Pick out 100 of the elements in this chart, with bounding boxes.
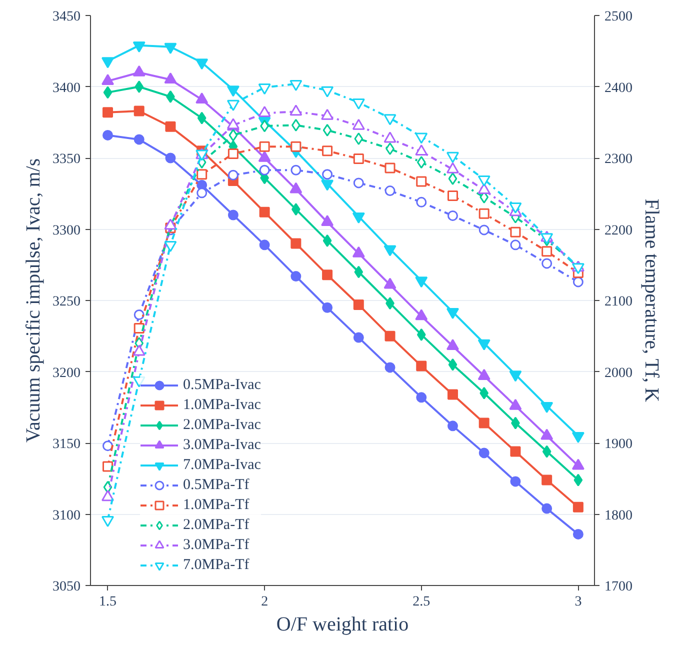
y-tick-label: 3250 xyxy=(52,294,80,310)
y2-tick-label: 1900 xyxy=(604,437,632,452)
point xyxy=(134,134,144,145)
y2-tick-label: 2300 xyxy=(604,152,632,167)
point xyxy=(134,310,144,320)
point xyxy=(510,226,521,238)
point xyxy=(384,186,396,196)
y2-tick-label: 2400 xyxy=(604,80,632,96)
point xyxy=(197,112,206,124)
x-tick-label: 3 xyxy=(574,594,582,610)
legend-label: 0.5MPa-Tf xyxy=(183,476,250,494)
y2-tick-label: 2500 xyxy=(604,10,632,24)
point xyxy=(258,106,271,118)
point xyxy=(478,448,490,458)
y2-tick-label: 1800 xyxy=(604,508,632,524)
legend-label: 1.0MPa-Ivac xyxy=(183,396,261,414)
y2-tick-label: 2100 xyxy=(604,294,632,310)
point xyxy=(416,176,427,187)
y-tick-label: 3100 xyxy=(52,508,80,524)
point xyxy=(259,240,270,250)
point xyxy=(572,502,584,512)
y-axis-title: Vacuum specific impulse, Ivac, m/s xyxy=(22,158,44,443)
point xyxy=(164,42,177,54)
point xyxy=(353,153,364,164)
point xyxy=(416,328,426,341)
y2-tick-label: 2200 xyxy=(604,223,632,238)
point xyxy=(384,362,396,373)
y-tick-label: 3300 xyxy=(52,223,80,238)
legend-label: 2.0MPa-Tf xyxy=(183,516,250,534)
point xyxy=(132,344,146,356)
point xyxy=(446,308,459,319)
point xyxy=(322,169,333,180)
x-axis-title: O/F weight ratio xyxy=(276,614,409,636)
point xyxy=(354,266,364,278)
point xyxy=(321,215,334,226)
point xyxy=(415,309,428,320)
point xyxy=(196,169,208,180)
point xyxy=(228,128,238,142)
point xyxy=(448,358,458,371)
point xyxy=(228,148,238,159)
point xyxy=(290,238,302,249)
point xyxy=(447,190,458,202)
y-tick-label: 3150 xyxy=(52,437,80,452)
point xyxy=(290,80,302,91)
y-tick-label: 3350 xyxy=(52,152,80,167)
point xyxy=(353,332,364,343)
point xyxy=(322,270,333,280)
point xyxy=(226,100,240,111)
y-tick-label: 3050 xyxy=(52,580,80,594)
point xyxy=(322,302,333,313)
point xyxy=(416,156,426,169)
point xyxy=(384,330,396,342)
point xyxy=(134,80,144,93)
legend-label: 7.0MPa-Ivac xyxy=(183,456,261,474)
point xyxy=(416,360,427,372)
point xyxy=(290,141,302,152)
y2-axis-title: Flame temperature, Tf, K xyxy=(640,198,662,403)
point xyxy=(322,146,333,156)
point xyxy=(510,446,521,457)
point xyxy=(228,170,238,180)
legend-label: 3.0MPa-Ivac xyxy=(183,436,261,454)
point xyxy=(228,210,238,220)
y2-tick-label: 1700 xyxy=(604,580,632,594)
point xyxy=(165,152,176,164)
point xyxy=(478,208,490,219)
y2-tick-label: 2000 xyxy=(604,366,632,381)
y-tick-label: 3400 xyxy=(52,80,80,96)
point xyxy=(572,458,584,470)
point xyxy=(102,130,113,140)
point xyxy=(322,124,332,136)
point xyxy=(542,474,552,486)
point xyxy=(480,386,489,400)
point xyxy=(290,164,302,176)
point xyxy=(510,476,521,487)
point xyxy=(542,258,552,269)
point xyxy=(103,86,112,99)
point xyxy=(447,389,458,400)
point xyxy=(259,206,270,218)
point xyxy=(290,104,302,116)
point xyxy=(353,300,364,310)
point xyxy=(478,224,490,236)
point xyxy=(321,86,334,98)
point xyxy=(478,418,490,428)
point xyxy=(322,234,332,247)
point xyxy=(542,445,552,458)
y-tick-label: 3450 xyxy=(52,10,80,24)
point xyxy=(572,276,584,288)
point xyxy=(446,339,459,350)
point xyxy=(384,162,396,174)
point xyxy=(542,503,552,514)
point xyxy=(353,178,364,188)
point xyxy=(134,106,144,116)
point xyxy=(384,132,396,143)
point xyxy=(354,132,364,146)
x-tick-label: 2 xyxy=(261,594,268,610)
point xyxy=(448,172,458,185)
legend-label: 2.0MPa-Ivac xyxy=(183,416,261,434)
y-tick-label: 3200 xyxy=(52,366,80,381)
legend-label: 0.5MPa-Ivac xyxy=(183,376,261,394)
point xyxy=(572,432,584,443)
